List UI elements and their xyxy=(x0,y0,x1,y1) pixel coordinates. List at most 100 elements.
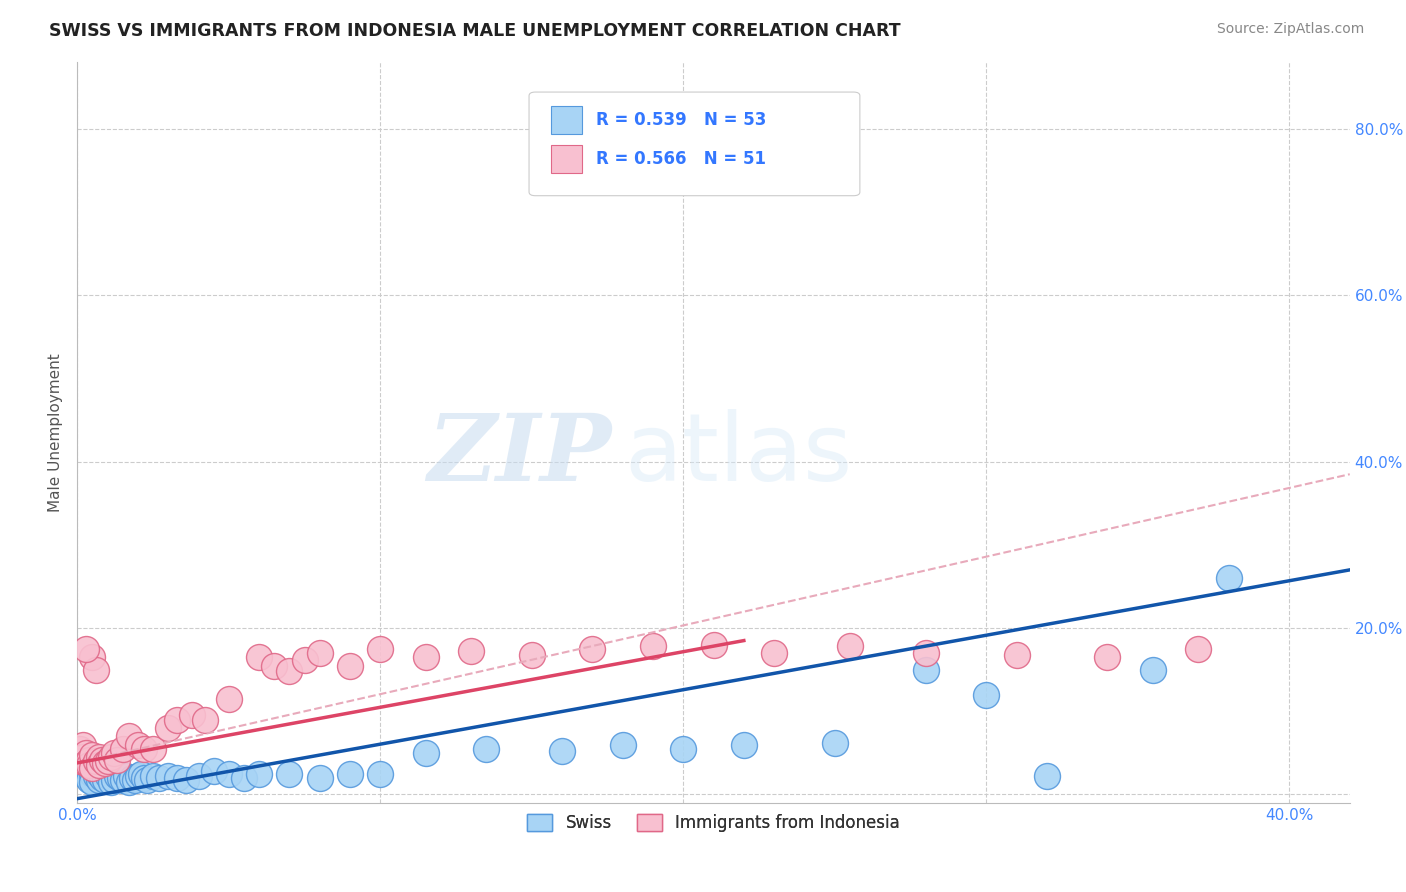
Point xyxy=(166,771,188,785)
Point xyxy=(278,766,301,780)
Point xyxy=(82,775,104,789)
Point xyxy=(69,741,91,756)
Point xyxy=(166,713,188,727)
Text: R = 0.566   N = 51: R = 0.566 N = 51 xyxy=(596,151,766,169)
Point xyxy=(733,738,755,752)
Point xyxy=(87,758,110,772)
Point xyxy=(308,771,330,785)
Point xyxy=(551,744,574,758)
Point xyxy=(824,736,846,750)
Point xyxy=(82,761,104,775)
Point xyxy=(84,663,107,677)
Point xyxy=(129,766,152,780)
Point xyxy=(218,766,240,780)
Point xyxy=(475,741,498,756)
Point xyxy=(1036,769,1059,783)
Point xyxy=(75,766,97,780)
Point xyxy=(127,738,149,752)
Legend: Swiss, Immigrants from Indonesia: Swiss, Immigrants from Indonesia xyxy=(520,807,907,838)
Point xyxy=(103,746,125,760)
Point xyxy=(194,713,217,727)
Point xyxy=(974,688,997,702)
Point xyxy=(90,771,112,785)
Point xyxy=(105,769,128,783)
Point xyxy=(105,753,128,767)
Point xyxy=(79,753,101,767)
Point xyxy=(339,766,361,780)
Point xyxy=(124,772,146,787)
Point xyxy=(1097,650,1119,665)
Point xyxy=(100,750,122,764)
Point xyxy=(415,650,437,665)
Point xyxy=(136,772,159,787)
Text: Source: ZipAtlas.com: Source: ZipAtlas.com xyxy=(1216,22,1364,37)
Point xyxy=(69,754,91,768)
Point xyxy=(84,769,107,783)
Point xyxy=(97,754,120,768)
Point xyxy=(339,658,361,673)
Point xyxy=(84,754,107,768)
Point xyxy=(157,721,180,735)
Point xyxy=(263,658,285,673)
Point xyxy=(702,638,725,652)
Point xyxy=(111,772,134,787)
Point xyxy=(157,769,180,783)
FancyBboxPatch shape xyxy=(529,92,860,195)
Point xyxy=(1142,663,1164,677)
Point xyxy=(415,746,437,760)
Point xyxy=(82,650,104,665)
Point xyxy=(914,663,936,677)
Point xyxy=(82,747,104,762)
Point xyxy=(97,769,120,783)
Point xyxy=(1005,648,1028,662)
Point xyxy=(294,653,316,667)
Point xyxy=(132,771,155,785)
Point xyxy=(1218,571,1240,585)
Point xyxy=(247,650,270,665)
Point xyxy=(142,769,165,783)
Text: SWISS VS IMMIGRANTS FROM INDONESIA MALE UNEMPLOYMENT CORRELATION CHART: SWISS VS IMMIGRANTS FROM INDONESIA MALE … xyxy=(49,22,901,40)
Text: atlas: atlas xyxy=(624,409,852,500)
Point xyxy=(87,766,110,780)
Point xyxy=(75,756,97,770)
Y-axis label: Male Unemployment: Male Unemployment xyxy=(48,353,63,512)
Point xyxy=(121,771,143,785)
Point xyxy=(641,640,664,654)
Point xyxy=(79,758,101,772)
Point xyxy=(93,756,115,770)
Text: R = 0.539   N = 53: R = 0.539 N = 53 xyxy=(596,112,766,129)
Point xyxy=(612,738,634,752)
Point xyxy=(75,641,97,656)
Point xyxy=(87,750,110,764)
Point xyxy=(72,750,94,764)
Point xyxy=(72,764,94,779)
Point xyxy=(187,769,209,783)
Point xyxy=(90,753,112,767)
Point xyxy=(72,738,94,752)
Point xyxy=(368,641,391,656)
Point xyxy=(103,772,125,787)
Point xyxy=(1187,641,1209,656)
Point xyxy=(75,769,97,783)
Point xyxy=(460,644,482,658)
Point xyxy=(838,640,860,654)
Point xyxy=(308,646,330,660)
FancyBboxPatch shape xyxy=(551,106,582,135)
Point xyxy=(181,708,204,723)
Point xyxy=(132,741,155,756)
Point xyxy=(202,764,225,779)
Point xyxy=(127,769,149,783)
Point xyxy=(520,648,543,662)
Text: ZIP: ZIP xyxy=(427,409,612,500)
Point xyxy=(118,729,141,743)
Point xyxy=(581,641,603,656)
Point xyxy=(233,771,256,785)
Point xyxy=(69,763,91,777)
FancyBboxPatch shape xyxy=(551,145,582,173)
Point xyxy=(108,771,131,785)
Point xyxy=(176,772,198,787)
Point xyxy=(87,772,110,787)
Point xyxy=(100,775,122,789)
Point xyxy=(79,772,101,787)
Point xyxy=(914,646,936,660)
